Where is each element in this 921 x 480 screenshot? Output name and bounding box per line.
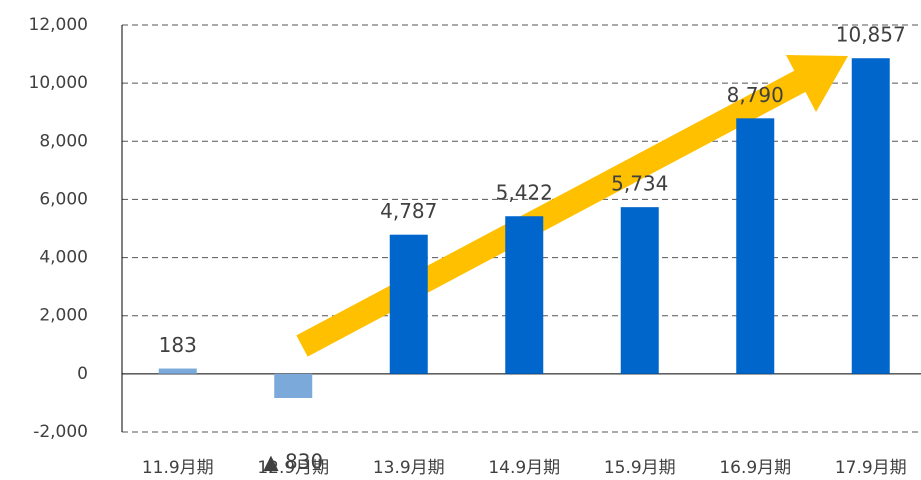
x-tick-label: 14.9月期 (488, 458, 560, 478)
value-label: 10,857 (836, 23, 906, 47)
x-tick-label: 13.9月期 (373, 458, 445, 478)
bar (158, 368, 197, 374)
value-label: ▲ 830 (263, 449, 323, 473)
y-tick-label: -2,000 (33, 422, 88, 442)
value-label: 5,422 (496, 181, 553, 205)
x-tick-label: 16.9月期 (719, 458, 791, 478)
x-tick-label: 15.9月期 (604, 458, 676, 478)
bar (389, 234, 428, 374)
value-label: 8,790 (727, 83, 784, 107)
arrow-shaft (296, 66, 814, 357)
trend-arrow (296, 55, 848, 357)
y-tick-label: 10,000 (29, 73, 88, 93)
y-tick-label: 0 (77, 364, 88, 384)
y-tick-label: 4,000 (39, 248, 88, 268)
value-label: 183 (159, 333, 197, 357)
bar (505, 216, 544, 374)
arrow-head (786, 55, 848, 112)
y-tick-label: 12,000 (29, 15, 88, 35)
bar (736, 118, 775, 374)
y-tick-label: 6,000 (39, 189, 88, 209)
value-label: 5,734 (611, 172, 668, 196)
x-tick-label: 12.9月期 (257, 458, 329, 478)
x-tick-label: 17.9月期 (835, 458, 907, 478)
bar (851, 58, 890, 374)
bar (274, 373, 313, 398)
y-tick-label: 2,000 (39, 306, 88, 326)
y-tick-label: 8,000 (39, 131, 88, 151)
x-tick-label: 11.9月期 (142, 458, 214, 478)
bar (620, 207, 659, 374)
value-label: 4,787 (380, 199, 437, 223)
